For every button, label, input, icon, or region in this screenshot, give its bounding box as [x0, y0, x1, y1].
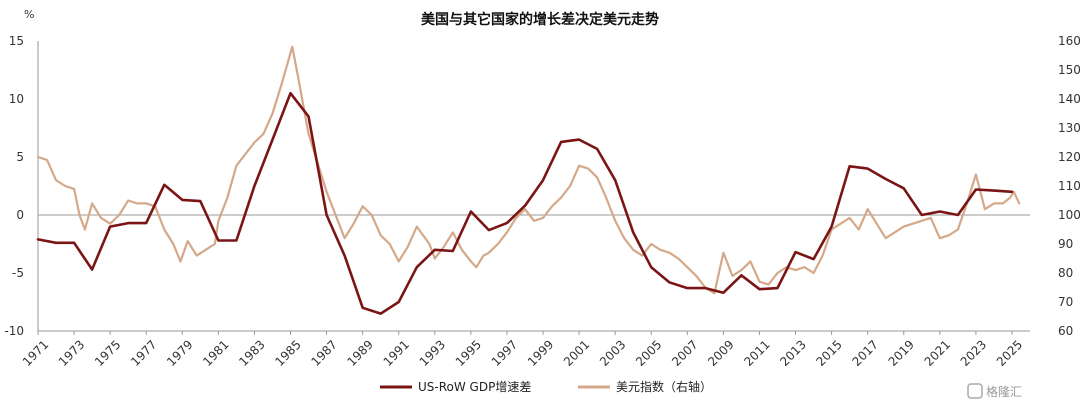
x-tick-label: 2005: [633, 337, 664, 368]
x-tick-label: 2009: [705, 337, 736, 368]
watermark-text: 格隆汇: [986, 384, 1022, 399]
right-y-tick-label: 110: [1058, 179, 1080, 193]
x-tick-label: 2001: [561, 337, 592, 368]
glh-logo-icon: [967, 383, 983, 399]
left-y-tick-label: 5: [16, 150, 24, 164]
left-y-tick-label: 0: [16, 208, 24, 222]
left-y-tick-label: 15: [9, 34, 24, 48]
x-tick-label: 2021: [922, 337, 953, 368]
x-tick-label: 1981: [200, 337, 231, 368]
x-tick-label: 2011: [741, 337, 772, 368]
x-tick-label: 1991: [381, 337, 412, 368]
chart-title: 美国与其它国家的增长差决定美元走势: [421, 11, 659, 28]
x-tick-label: 2019: [886, 337, 917, 368]
watermark: 格隆汇: [967, 383, 1022, 399]
x-tick-label: 2023: [958, 337, 989, 368]
legend-label: 美元指数（右轴）: [616, 379, 712, 394]
gdp-growth-diff-line: [36, 91, 1014, 315]
x-tick-label: 1979: [164, 337, 195, 368]
right-y-tick-label: 120: [1058, 150, 1080, 164]
right-y-tick-label: 90: [1058, 237, 1073, 251]
x-tick-label: 2003: [597, 337, 628, 368]
left-y-tick-label: 10: [9, 92, 24, 106]
right-y-tick-label: 70: [1058, 295, 1073, 309]
x-tick-label: 2007: [669, 337, 700, 368]
axes: [37, 41, 1030, 335]
right-y-tick-label: 60: [1058, 324, 1073, 338]
x-tick-label: 1985: [272, 337, 303, 368]
x-tick-label: 1977: [128, 337, 159, 368]
right-y-tick-label: 150: [1058, 63, 1080, 77]
x-tick-label: 2025: [994, 337, 1025, 368]
x-tick-label: 2015: [813, 337, 844, 368]
left-y-tick-label: -10: [4, 324, 24, 338]
x-tick-label: 1995: [453, 337, 484, 368]
x-tick-label: 1999: [525, 337, 556, 368]
right-y-tick-label: 100: [1058, 208, 1080, 222]
right-y-tick-label: 160: [1058, 34, 1080, 48]
x-tick-label: 1973: [56, 337, 87, 368]
x-tick-label: 1983: [236, 337, 267, 368]
tick-labels: -10 -5 0 5 10 15 60 70 80 90 100 110 120 130 140 150 160…: [4, 34, 1080, 369]
legend: US-RoW GDP增速差 美元指数（右轴）: [380, 379, 712, 394]
right-y-tick-label: 130: [1058, 121, 1080, 135]
left-y-tick-label: -5: [12, 266, 24, 280]
x-tick-label: 1993: [417, 337, 448, 368]
legend-label: US-RoW GDP增速差: [418, 380, 531, 394]
dollar-index-line: [36, 45, 1021, 295]
x-tick-label: 1975: [92, 337, 123, 368]
x-tick-label: 1997: [489, 337, 520, 368]
series-layer: [36, 45, 1021, 315]
x-tick-label: 2013: [777, 337, 808, 368]
x-tick-label: 1989: [344, 337, 375, 368]
right-y-tick-label: 140: [1058, 92, 1080, 106]
right-y-tick-label: 80: [1058, 266, 1073, 280]
x-tick-label: 1987: [308, 337, 339, 368]
x-tick-label: 1971: [20, 337, 51, 368]
left-axis-unit: %: [24, 8, 34, 21]
x-tick-label: 2017: [850, 337, 881, 368]
